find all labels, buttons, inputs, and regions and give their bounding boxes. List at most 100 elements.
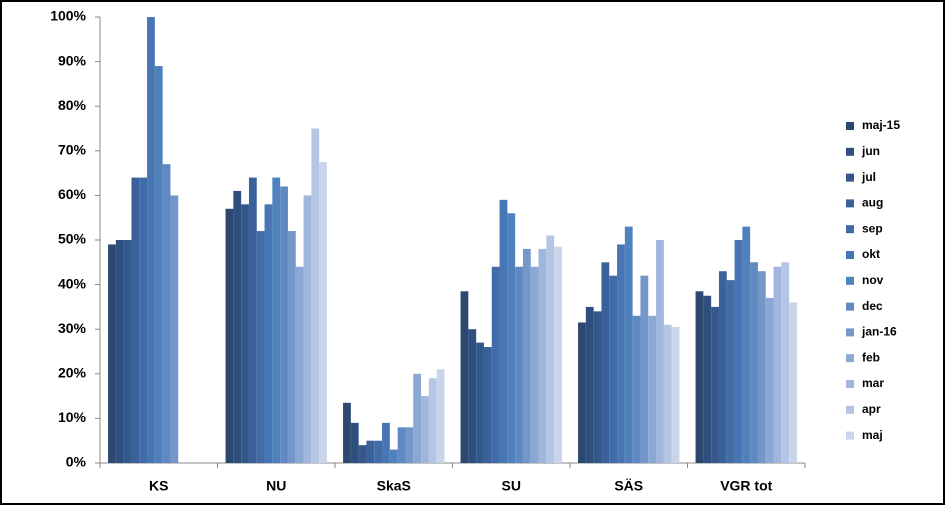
bar xyxy=(734,240,743,463)
x-tick-label: SU xyxy=(502,478,521,494)
bar xyxy=(350,422,359,463)
bar xyxy=(287,231,296,463)
bar xyxy=(773,266,782,463)
bar xyxy=(123,240,132,463)
legend-label: jun xyxy=(861,144,880,158)
bar xyxy=(578,322,586,463)
bar xyxy=(295,266,304,463)
bar xyxy=(601,262,610,463)
legend-swatch xyxy=(846,405,854,414)
bar xyxy=(358,445,367,463)
bar xyxy=(147,17,155,463)
bar xyxy=(648,315,657,463)
bar xyxy=(624,226,633,463)
bar xyxy=(499,199,508,464)
bar xyxy=(781,262,790,463)
bar xyxy=(366,440,375,463)
x-tick-label: NU xyxy=(266,478,286,494)
y-tick-label: 90% xyxy=(58,52,87,68)
bar xyxy=(742,226,751,463)
bar xyxy=(522,248,531,463)
legend-swatch xyxy=(846,328,854,337)
legend-swatch xyxy=(846,276,854,285)
bar xyxy=(405,427,414,463)
bar xyxy=(241,204,249,463)
bar xyxy=(530,266,539,463)
bar xyxy=(248,177,257,463)
bar xyxy=(750,262,758,463)
bar xyxy=(789,302,797,463)
bar xyxy=(139,177,148,463)
bar xyxy=(663,324,672,463)
x-tick-label: SÄS xyxy=(614,478,643,494)
y-tick-label: 80% xyxy=(58,97,87,113)
bar xyxy=(343,402,351,463)
legend-swatch xyxy=(846,302,854,311)
bar xyxy=(319,161,327,463)
bar xyxy=(311,128,320,463)
bar xyxy=(256,231,265,463)
legend-label: nov xyxy=(862,273,884,287)
x-tick-label: VGR tot xyxy=(720,478,772,494)
bar xyxy=(656,240,664,463)
legend-label: jan-16 xyxy=(861,325,897,339)
bar xyxy=(765,297,774,463)
bar xyxy=(374,440,383,463)
legend-label: sep xyxy=(862,221,883,235)
legend-swatch xyxy=(846,431,854,440)
y-tick-label: 20% xyxy=(58,365,87,381)
bar xyxy=(460,291,469,463)
bar xyxy=(483,347,492,463)
bar xyxy=(515,266,523,463)
bar xyxy=(389,449,398,463)
bar xyxy=(609,275,618,463)
bar xyxy=(108,244,116,463)
bar xyxy=(303,195,312,463)
bar xyxy=(640,275,649,463)
y-tick-label: 40% xyxy=(58,275,87,291)
x-tick-label: KS xyxy=(149,478,168,494)
legend-label: apr xyxy=(862,402,881,416)
bar xyxy=(154,66,163,463)
bar xyxy=(413,373,422,463)
legend-label: maj-15 xyxy=(862,118,900,132)
legend-label: jul xyxy=(861,170,876,184)
bar xyxy=(233,190,242,463)
legend-label: aug xyxy=(862,196,883,210)
y-tick-label: 50% xyxy=(58,231,87,247)
bar xyxy=(272,177,281,463)
y-tick-label: 30% xyxy=(58,320,87,336)
legend-swatch xyxy=(846,251,854,259)
legend-label: okt xyxy=(862,247,880,261)
legend-swatch xyxy=(846,199,854,208)
bar xyxy=(170,195,179,463)
bar xyxy=(382,422,390,463)
bar xyxy=(264,204,273,463)
bar xyxy=(554,246,562,463)
bar xyxy=(115,240,124,463)
legend-swatch xyxy=(846,380,854,388)
bar xyxy=(617,244,625,463)
bar xyxy=(280,186,288,464)
legend-swatch xyxy=(846,225,854,234)
legend-label: dec xyxy=(862,299,883,313)
bar xyxy=(711,306,719,463)
bar xyxy=(397,427,406,463)
bar xyxy=(428,378,437,463)
bar xyxy=(695,291,704,463)
bar xyxy=(468,329,477,463)
y-tick-label: 0% xyxy=(66,454,87,470)
bar xyxy=(718,271,727,463)
bar xyxy=(593,311,602,463)
bar xyxy=(162,164,171,463)
legend-label: feb xyxy=(862,350,880,364)
bar xyxy=(726,280,735,463)
bar xyxy=(476,342,484,463)
bar xyxy=(546,235,555,463)
bar xyxy=(703,295,712,463)
bar xyxy=(436,369,445,463)
bar xyxy=(225,208,234,463)
y-tick-label: 10% xyxy=(58,409,87,425)
bar xyxy=(671,326,680,463)
